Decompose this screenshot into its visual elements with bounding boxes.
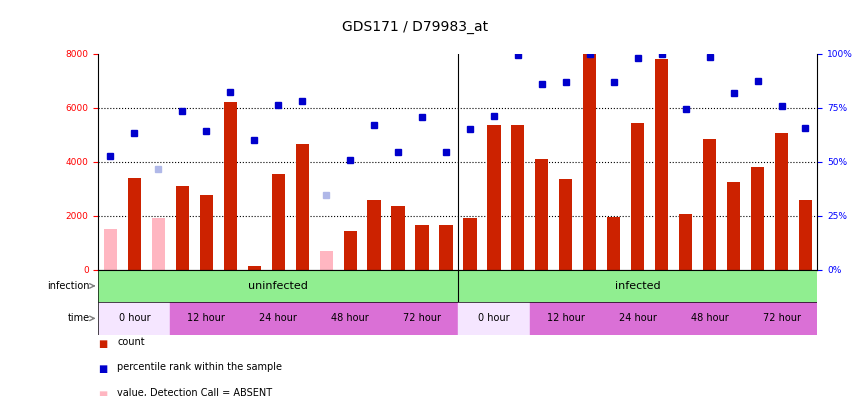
Bar — [170, 302, 242, 335]
Bar — [128, 178, 141, 270]
Bar — [602, 302, 674, 335]
Bar — [703, 139, 716, 270]
Text: ■: ■ — [98, 364, 108, 374]
Bar — [242, 302, 314, 335]
Text: percentile rank within the sample: percentile rank within the sample — [117, 362, 282, 372]
Bar — [679, 214, 693, 270]
Text: 24 hour: 24 hour — [619, 313, 657, 324]
Bar — [674, 302, 746, 335]
Bar — [559, 179, 573, 270]
Text: time: time — [68, 313, 90, 324]
Text: 48 hour: 48 hour — [691, 313, 728, 324]
Bar — [799, 200, 812, 270]
Bar — [751, 167, 764, 270]
Bar — [727, 182, 740, 270]
Bar — [631, 123, 645, 270]
Bar — [439, 225, 453, 270]
Text: uninfected: uninfected — [248, 281, 308, 291]
Bar — [583, 53, 597, 270]
Bar — [343, 230, 357, 270]
Bar — [98, 270, 458, 302]
Bar — [655, 59, 669, 270]
Bar — [463, 219, 477, 270]
Bar — [295, 144, 309, 270]
Bar — [415, 225, 429, 270]
Text: infection: infection — [47, 281, 90, 291]
Bar — [152, 219, 165, 270]
Text: 24 hour: 24 hour — [259, 313, 297, 324]
Bar — [319, 251, 333, 270]
Text: GDS171 / D79983_at: GDS171 / D79983_at — [342, 20, 488, 34]
Bar — [458, 302, 530, 335]
Text: count: count — [117, 337, 145, 346]
Bar — [511, 126, 525, 270]
Bar — [386, 302, 458, 335]
Bar — [391, 206, 405, 270]
Text: value, Detection Call = ABSENT: value, Detection Call = ABSENT — [117, 388, 272, 396]
Bar — [199, 196, 213, 270]
Bar — [98, 302, 170, 335]
Text: 72 hour: 72 hour — [763, 313, 800, 324]
Bar — [314, 302, 386, 335]
Text: ■: ■ — [98, 390, 108, 396]
Text: 12 hour: 12 hour — [187, 313, 225, 324]
Bar — [175, 186, 189, 270]
Text: 48 hour: 48 hour — [331, 313, 369, 324]
Bar — [535, 159, 549, 270]
Bar — [487, 126, 501, 270]
Bar — [223, 103, 237, 270]
Bar — [104, 229, 117, 270]
Text: infected: infected — [615, 281, 661, 291]
Bar — [607, 217, 621, 270]
Text: 72 hour: 72 hour — [403, 313, 441, 324]
Bar — [247, 266, 261, 270]
Bar — [367, 200, 381, 270]
Text: 12 hour: 12 hour — [547, 313, 585, 324]
Bar — [458, 270, 817, 302]
Bar — [746, 302, 817, 335]
Text: ■: ■ — [98, 339, 108, 348]
Bar — [530, 302, 602, 335]
Bar — [775, 133, 788, 270]
Text: 0 hour: 0 hour — [479, 313, 509, 324]
Text: 0 hour: 0 hour — [119, 313, 150, 324]
Bar — [271, 174, 285, 270]
